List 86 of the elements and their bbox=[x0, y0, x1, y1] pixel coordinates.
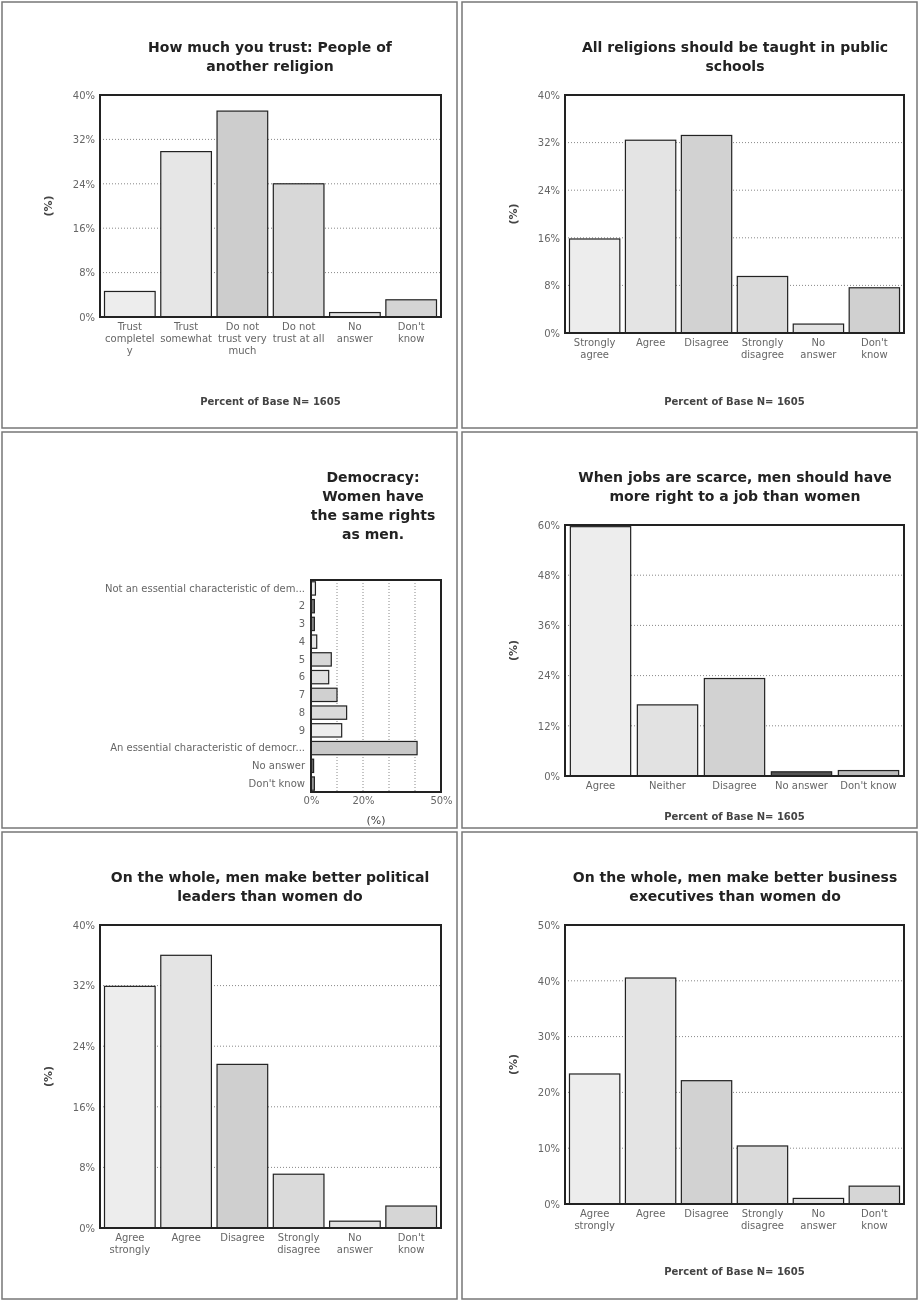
x-tick-label: Trust completely bbox=[105, 321, 155, 357]
chart-title: When jobs are scarce, men should have more right to a job than women bbox=[578, 469, 892, 504]
x-tick-label: Disagree bbox=[684, 1208, 729, 1220]
x-tick-label: Don't know bbox=[860, 337, 888, 361]
y-tick-label: 8% bbox=[79, 267, 95, 279]
y-tick-label: 16% bbox=[537, 232, 560, 244]
y-tick-label: 16% bbox=[72, 1101, 95, 1113]
y-tick-label: 4 bbox=[298, 635, 305, 647]
y-tick-label: 8% bbox=[544, 280, 560, 292]
y-axis-title: (%) bbox=[42, 195, 55, 217]
y-tick-label: 24% bbox=[72, 1040, 95, 1052]
x-axis-title: (%) bbox=[366, 814, 386, 827]
y-tick-label: 40% bbox=[537, 975, 560, 987]
y-tick-label: 24% bbox=[537, 184, 560, 196]
x-tick-label: No answer bbox=[800, 1208, 838, 1232]
y-axis-title: (%) bbox=[507, 1053, 520, 1076]
x-tick-label: Don't know bbox=[840, 780, 897, 792]
x-tick-label: 50% bbox=[430, 795, 453, 807]
y-tick-label: 5 bbox=[298, 653, 305, 665]
x-tick-label: Don't know bbox=[397, 1232, 425, 1256]
x-tick-label: Agree bbox=[635, 1208, 666, 1220]
y-tick-label: 9 bbox=[298, 724, 305, 736]
x-tick-label: Do not trust very much bbox=[217, 321, 267, 357]
y-tick-label: 16% bbox=[72, 222, 95, 234]
y-axis-title: (%) bbox=[507, 203, 520, 225]
y-tick-label: No answer bbox=[252, 760, 306, 772]
y-tick-label: 30% bbox=[537, 1031, 560, 1043]
x-tick-label: Agree bbox=[585, 780, 616, 792]
chart-title: On the whole, men make better political leaders than women do bbox=[110, 869, 430, 904]
chart-title: On the whole, men make better business executives than women do bbox=[572, 869, 898, 904]
x-tick-label: No answer bbox=[336, 1232, 374, 1256]
x-tick-label: Strongly disagree bbox=[740, 337, 784, 361]
y-tick-label: 8% bbox=[79, 1162, 95, 1174]
chart-title: All religions should be taught in public schools bbox=[581, 39, 889, 74]
y-tick-label: 32% bbox=[72, 134, 95, 146]
chart-title: Democracy: Women have the same rights as men. bbox=[310, 469, 436, 542]
y-tick-label: 48% bbox=[537, 569, 560, 581]
y-tick-label: 40% bbox=[72, 89, 95, 101]
x-tick-label: Strongly disagree bbox=[277, 1232, 321, 1256]
y-tick-label: An essential characteristic of democr... bbox=[110, 742, 305, 754]
y-tick-label: 20% bbox=[537, 1087, 560, 1099]
chart-title: How much you trust: People of another religion bbox=[148, 39, 393, 74]
y-tick-label: 10% bbox=[537, 1142, 560, 1154]
y-tick-label: Not an essential characteristic of dem... bbox=[104, 582, 305, 594]
x-tick-label: Disagree bbox=[220, 1232, 265, 1244]
y-tick-label: 40% bbox=[72, 919, 95, 931]
x-axis-title: Percent of Base N= 1605 bbox=[664, 396, 805, 407]
y-tick-label: 0% bbox=[79, 311, 95, 323]
x-tick-label: Don't know bbox=[860, 1208, 888, 1232]
y-tick-label: 32% bbox=[537, 137, 560, 149]
y-tick-label: 60% bbox=[537, 519, 560, 531]
y-tick-label: 36% bbox=[537, 620, 560, 632]
x-axis-title: Percent of Base N= 1605 bbox=[664, 1266, 805, 1277]
x-tick-label: Do not trust at all bbox=[272, 321, 325, 345]
x-tick-label: 20% bbox=[352, 795, 375, 807]
x-tick-label: Agree bbox=[171, 1232, 201, 1244]
x-tick-label: No answer bbox=[336, 321, 374, 345]
y-tick-label: 0% bbox=[544, 1198, 560, 1210]
y-tick-label: 3 bbox=[298, 618, 305, 630]
y-axis-title: (%) bbox=[42, 1065, 55, 1088]
x-tick-label: No answer bbox=[775, 780, 829, 792]
y-axis-title: (%) bbox=[507, 639, 520, 662]
y-tick-label: 6 bbox=[298, 671, 305, 683]
x-tick-label: Don't know bbox=[397, 321, 425, 345]
x-tick-label: Strongly agree bbox=[573, 337, 616, 361]
y-tick-label: 32% bbox=[72, 980, 95, 992]
y-tick-label: 2 bbox=[298, 600, 305, 612]
x-tick-label: Neither bbox=[649, 780, 687, 792]
y-tick-label: 12% bbox=[537, 720, 560, 732]
y-tick-label: 24% bbox=[537, 670, 560, 682]
x-tick-label: Strongly disagree bbox=[740, 1208, 784, 1232]
x-tick-label: Disagree bbox=[712, 780, 757, 792]
y-tick-label: 40% bbox=[537, 89, 560, 101]
x-tick-label: Agree bbox=[635, 337, 666, 349]
x-tick-label: Agree strongly bbox=[109, 1232, 151, 1256]
y-tick-label: 24% bbox=[72, 178, 95, 190]
y-tick-label: 50% bbox=[537, 919, 560, 931]
y-tick-label: 0% bbox=[544, 770, 560, 782]
x-axis-title: Percent of Base N= 1605 bbox=[200, 396, 341, 407]
y-tick-label: 8 bbox=[298, 706, 305, 718]
x-tick-label: No answer bbox=[800, 337, 838, 361]
x-tick-label: Disagree bbox=[684, 337, 729, 349]
x-tick-label: Trust somewhat bbox=[160, 321, 213, 345]
x-tick-label: Agree strongly bbox=[574, 1208, 615, 1232]
y-tick-label: 7 bbox=[298, 689, 305, 701]
x-axis-title: Percent of Base N= 1605 bbox=[664, 811, 805, 822]
